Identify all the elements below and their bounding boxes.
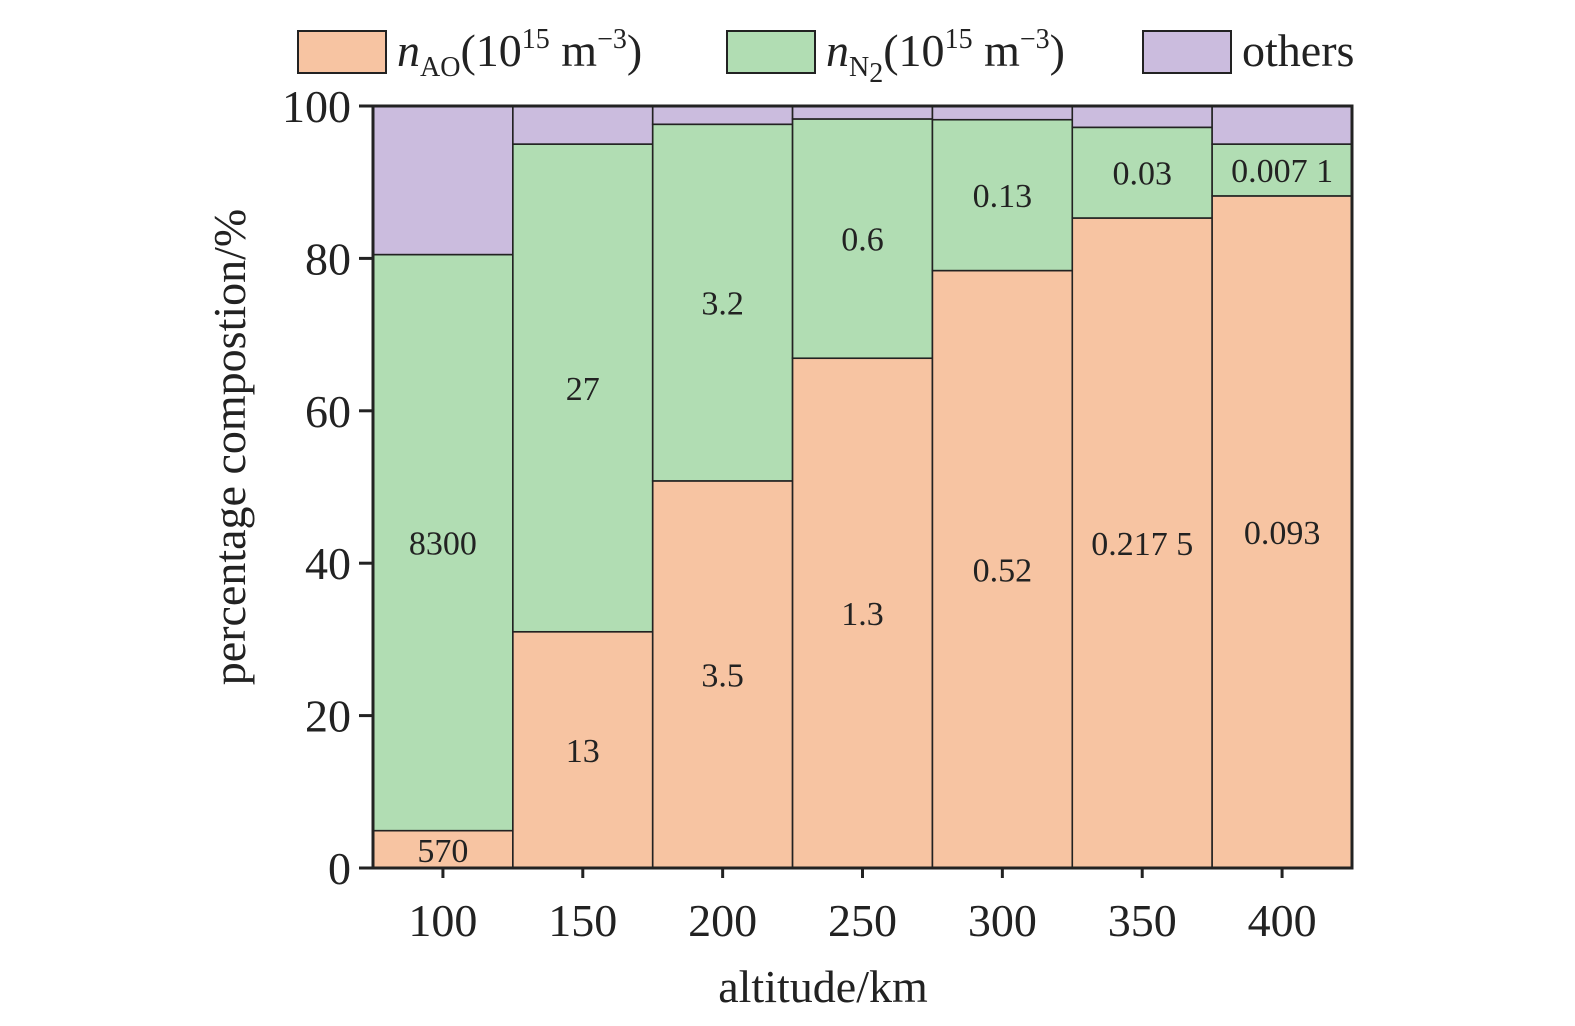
data-label-ao-200: 3.5 (701, 657, 744, 694)
x-tick-label-350: 350 (1108, 895, 1177, 946)
data-label-ao-100: 570 (417, 833, 468, 870)
data-label-ao-250: 1.3 (841, 596, 884, 633)
bar-segment-n2-200 (651, 123, 794, 482)
x-tick-label-250: 250 (828, 895, 897, 946)
data-label-ao-400: 0.093 (1244, 515, 1321, 552)
data-label-n2-300: 0.13 (973, 178, 1033, 215)
axes-group: 0 20 40 60 80 100 100 150 200 250 300 350 400 (282, 81, 1354, 946)
legend-swatch-ao (297, 30, 387, 74)
bar-segment-n2-300 (931, 118, 1074, 272)
y-axis-label: percentage compostion/% (204, 209, 255, 685)
x-axis-label: altitude/km (718, 961, 928, 1012)
x-tick-label-400: 400 (1248, 895, 1317, 946)
bar-segment-n2-100 (372, 253, 514, 832)
legend-label-others: others (1242, 25, 1354, 76)
x-tick-label-300: 300 (968, 895, 1037, 946)
y-tick-label-40: 40 (305, 538, 351, 589)
bar-segment-n2-150 (512, 143, 654, 633)
data-label-n2-150: 27 (566, 371, 600, 408)
data-label-n2-250: 0.6 (841, 222, 884, 259)
y-tick-label-100: 100 (282, 81, 351, 132)
bar-segment-ao-400 (1211, 195, 1353, 869)
data-label-ao-350: 0.217 5 (1091, 526, 1193, 563)
bar-segment-others-100 (372, 105, 514, 256)
bar-segment-others-300 (931, 105, 1074, 121)
bar-segment-others-200 (651, 105, 794, 126)
legend-label-ao: nAO(1015 m−3) (397, 24, 642, 83)
legend: nAO(1015 m−3) nN2(1015 m−3) others (297, 24, 1354, 89)
bar-segment-n2-250 (791, 118, 934, 360)
bar-segment-others-350 (1071, 105, 1213, 129)
y-tick-label-60: 60 (305, 386, 351, 437)
y-tick-label-20: 20 (305, 691, 351, 742)
data-labels-group: 570 8300 13 27 3.5 3.2 1.3 0.6 0.52 0.13 0.217 5 0.… (409, 153, 1333, 870)
bar-segment-others-400 (1211, 105, 1353, 145)
legend-swatch-others (1142, 30, 1232, 74)
data-label-ao-150: 13 (566, 733, 600, 770)
data-label-ao-300: 0.52 (973, 552, 1033, 589)
y-tick-label-0: 0 (328, 843, 351, 894)
x-tick-label-100: 100 (408, 895, 477, 946)
data-label-n2-100: 8300 (409, 526, 477, 563)
data-label-n2-200: 3.2 (701, 286, 744, 323)
x-tick-label-200: 200 (688, 895, 757, 946)
bar-segment-others-150 (512, 105, 654, 145)
legend-swatch-n2 (726, 30, 816, 74)
legend-label-n2: nN2(1015 m−3) (826, 24, 1065, 89)
data-label-n2-400: 0.007 1 (1231, 153, 1333, 190)
bars-group (372, 105, 1353, 869)
y-tick-label-80: 80 (305, 233, 351, 284)
bar-segment-n2-350 (1071, 126, 1213, 219)
x-tick-label-150: 150 (548, 895, 617, 946)
bar-segment-others-250 (791, 105, 934, 120)
data-label-n2-350: 0.03 (1112, 156, 1172, 193)
bar-segment-ao-200 (651, 480, 794, 869)
